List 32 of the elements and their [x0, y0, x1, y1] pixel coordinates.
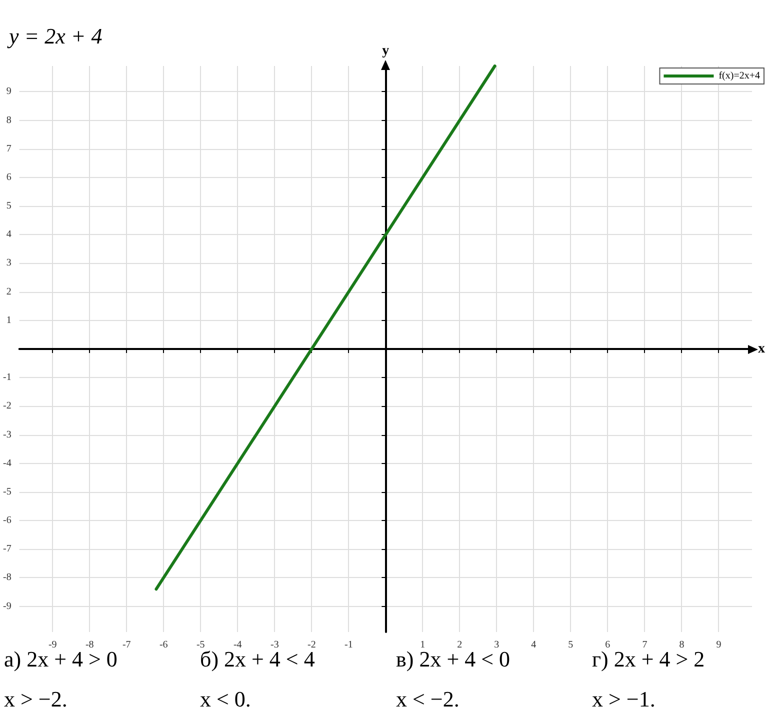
y-tick-label: 6: [6, 172, 12, 183]
y-tick-label: 3: [6, 258, 12, 269]
text: x < 0.: [200, 686, 251, 712]
y-tick-label: 9: [6, 86, 12, 98]
x-tick-label: 4: [531, 640, 536, 650]
y-tick-label: -4: [2, 458, 12, 469]
y-tick-label: -3: [2, 429, 12, 440]
y-tick-label: 2: [6, 286, 12, 298]
y-tick-label: -9: [2, 600, 12, 612]
text: x > −2.: [4, 686, 68, 712]
y-tick-label: -2: [2, 400, 12, 412]
y-tick-label: 4: [6, 229, 12, 240]
y-axis-title: y: [382, 44, 390, 58]
text: x > −1.: [592, 686, 656, 712]
y-tick-label: -5: [2, 486, 12, 498]
x-tick-label: -6: [159, 640, 168, 650]
y-tick-label: -6: [2, 515, 12, 526]
y-tick-label: -7: [2, 544, 12, 555]
x-tick-label: -7: [122, 640, 131, 650]
text: x < −2.: [396, 686, 460, 712]
x-tick-label: -1: [344, 640, 353, 650]
legend-label: f(x)=2x+4: [718, 70, 760, 82]
y-tick-label: -8: [2, 572, 12, 584]
x-axis-title: x: [758, 342, 765, 356]
x-tick-label: 5: [568, 640, 574, 650]
y-tick-label: 7: [6, 143, 12, 154]
x-tick-label: 9: [716, 640, 722, 650]
chart-title: y = 2x + 4: [7, 24, 102, 48]
y-tick-label: 5: [6, 200, 12, 212]
y-tick-label: -1: [2, 372, 12, 384]
y-tick-label: 8: [6, 114, 12, 126]
y-tick-label: 1: [6, 314, 12, 326]
